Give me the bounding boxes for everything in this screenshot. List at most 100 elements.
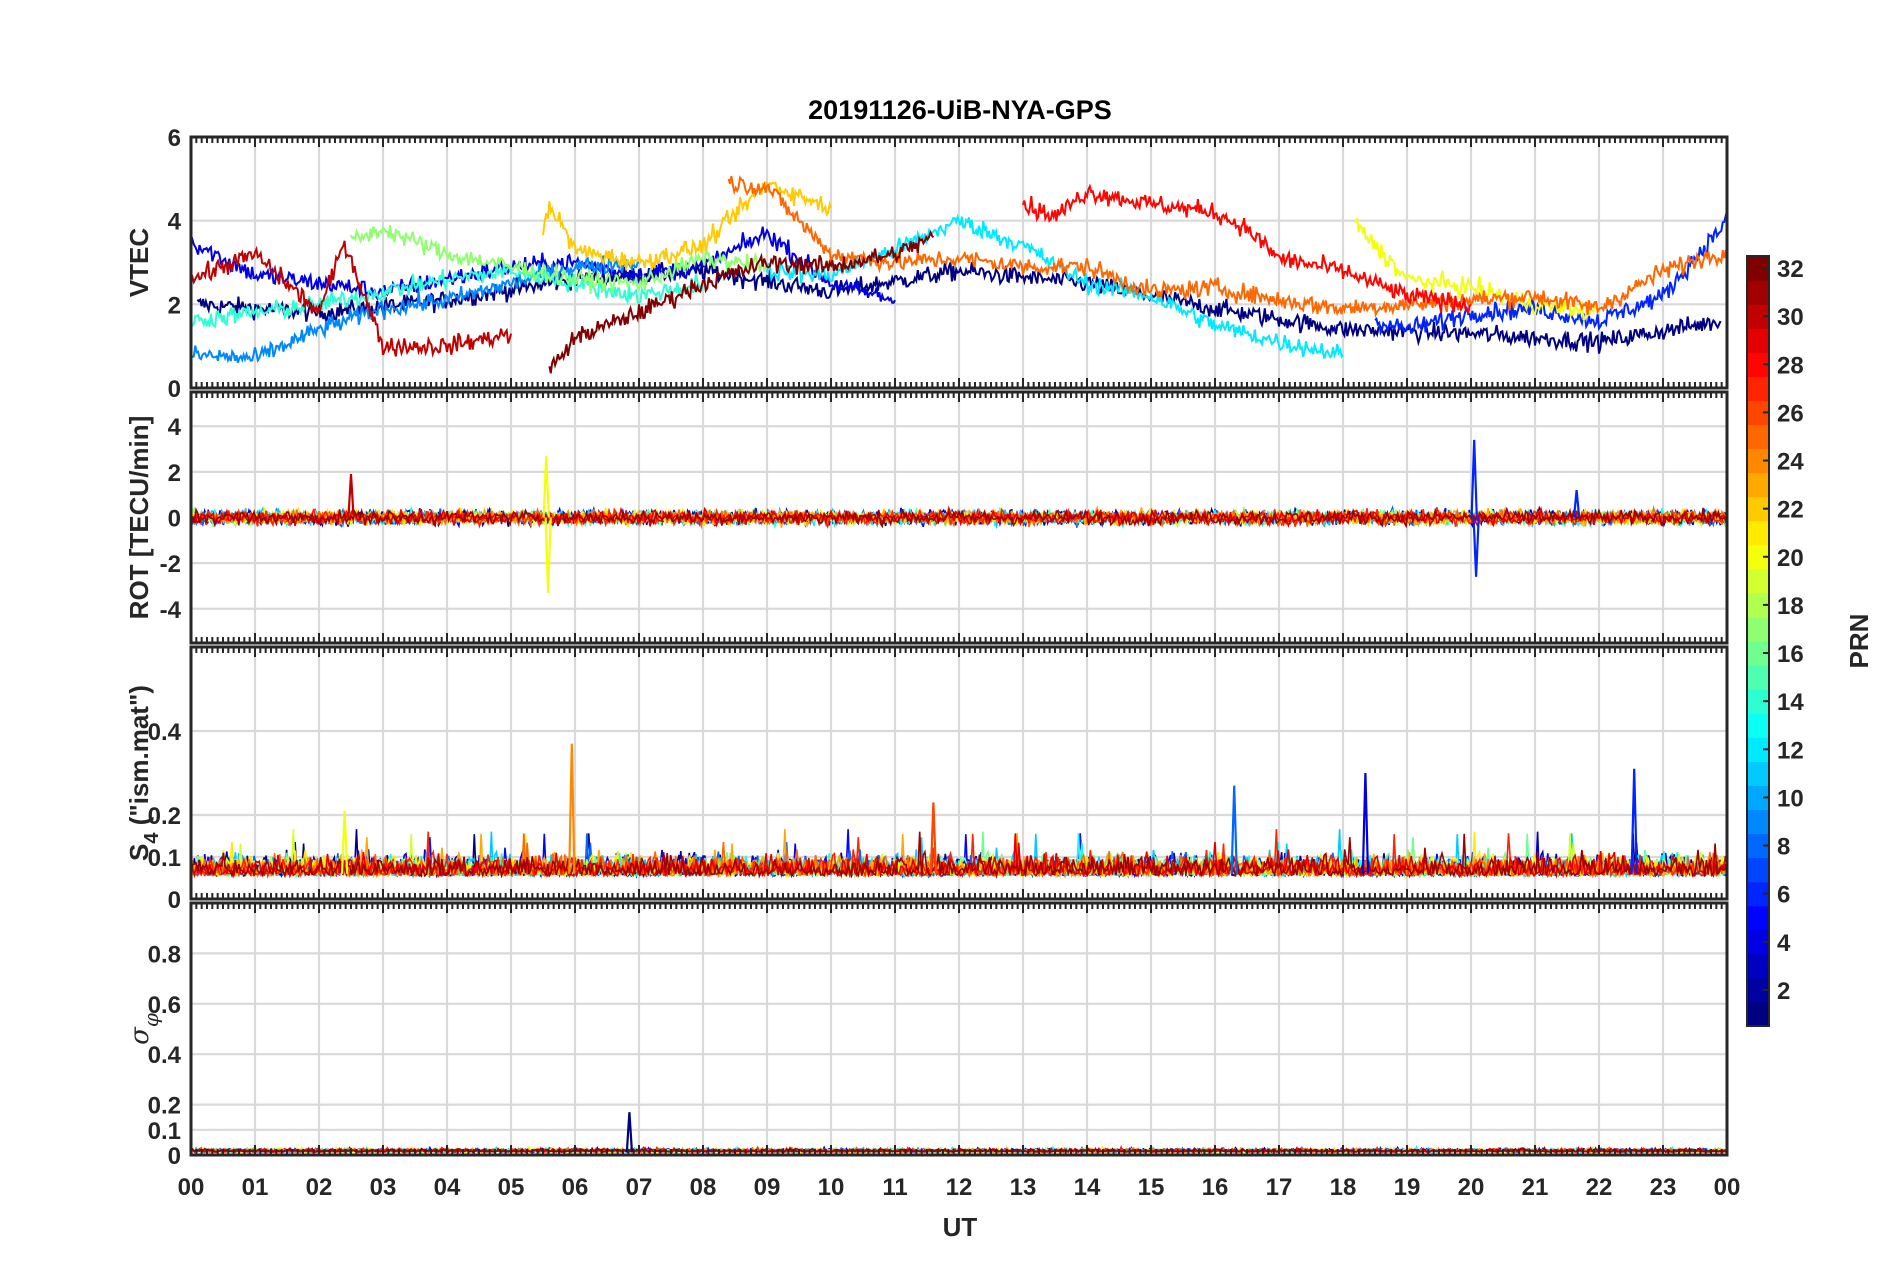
x-tick-labels: 00 01 02 03 04 05 06 07 08 09 10 11 12 13 14 15 16 17 18 19… bbox=[178, 1174, 1741, 1201]
colorbar-tick-label: 2 bbox=[1777, 978, 1790, 1005]
x-tick-label: 18 bbox=[1330, 1174, 1357, 1201]
colorbar-bin bbox=[1747, 665, 1769, 690]
tick-marks bbox=[190, 392, 1728, 643]
x-tick-label: 03 bbox=[370, 1174, 397, 1201]
y-tick-label: 0 bbox=[168, 376, 181, 403]
vtec-series-prn-1 bbox=[196, 262, 1722, 354]
colorbar-bin bbox=[1747, 376, 1769, 401]
colorbar-bin bbox=[1747, 833, 1769, 859]
y-axis-label: VTEC bbox=[124, 228, 154, 298]
s4-spike bbox=[340, 810, 349, 874]
colorbar-bin bbox=[1747, 616, 1769, 642]
y-tick-label: 0.2 bbox=[148, 803, 181, 830]
colorbar-tick-label: 4 bbox=[1777, 930, 1791, 957]
panel-rot: -4 -2 0 2 4 ROT [TECU/min] bbox=[124, 390, 1729, 645]
x-tick-label: 02 bbox=[306, 1174, 333, 1201]
colorbar-bin bbox=[1747, 400, 1769, 426]
x-tick-label: 07 bbox=[626, 1174, 653, 1201]
colorbar-bin bbox=[1747, 472, 1769, 498]
colorbar-tick-label: 12 bbox=[1777, 737, 1804, 764]
colorbar-tick-label: 22 bbox=[1777, 497, 1804, 524]
colorbar-bin bbox=[1747, 929, 1769, 955]
colorbar-bin bbox=[1747, 761, 1769, 786]
x-tick-label: 05 bbox=[498, 1174, 525, 1201]
colorbar-bin bbox=[1747, 256, 1769, 281]
colorbar-bin bbox=[1747, 689, 1769, 714]
y-tick-label: 0.1 bbox=[148, 845, 181, 872]
colorbar-bin bbox=[1747, 809, 1769, 835]
series-group bbox=[191, 743, 1727, 880]
vtec-series-prn-22 bbox=[542, 181, 832, 271]
y-tick-label: 0.4 bbox=[148, 1042, 182, 1069]
y-tick-label: -2 bbox=[160, 551, 181, 578]
colorbar-tick-label: 24 bbox=[1777, 449, 1804, 476]
colorbar-bin bbox=[1747, 496, 1769, 522]
y-tick-label: 0.1 bbox=[148, 1118, 181, 1145]
x-tick-label: 04 bbox=[434, 1174, 461, 1201]
s4-spike bbox=[1630, 768, 1638, 874]
x-tick-label: 08 bbox=[690, 1174, 717, 1201]
vtec-series-prn-30 bbox=[191, 240, 512, 358]
x-tick-label: 23 bbox=[1650, 1174, 1677, 1201]
x-tick-label: 01 bbox=[242, 1174, 269, 1201]
colorbar-bin bbox=[1747, 544, 1769, 570]
y-tick-label: 2 bbox=[168, 460, 181, 487]
colorbar-tick-label: 30 bbox=[1777, 304, 1804, 331]
x-axis-label: UT bbox=[943, 1212, 978, 1242]
x-tick-label: 21 bbox=[1522, 1174, 1549, 1201]
s4-series-prn-25 bbox=[191, 833, 1727, 879]
x-tick-label: 15 bbox=[1138, 1174, 1165, 1201]
vtec-series-prn-17 bbox=[350, 225, 768, 295]
colorbar-tick-label: 26 bbox=[1777, 400, 1804, 427]
colorbar-bin bbox=[1747, 1001, 1769, 1027]
x-tick-label: 10 bbox=[818, 1174, 845, 1201]
colorbar-bin bbox=[1747, 953, 1769, 979]
panel-vtec: 0 2 4 6 VTEC bbox=[124, 125, 1729, 403]
colorbar-bin bbox=[1747, 713, 1769, 738]
s4-series-prn-31 bbox=[191, 831, 1727, 880]
rot-spike bbox=[542, 455, 550, 518]
vtec-series-prn-6 bbox=[1374, 212, 1727, 337]
rot-spike bbox=[544, 517, 552, 593]
colorbar-bin bbox=[1747, 785, 1769, 811]
colorbar-bin bbox=[1747, 857, 1769, 883]
y-axis-label: ROT [TECU/min] bbox=[124, 416, 154, 620]
vtec-series-prn-25 bbox=[727, 175, 1727, 319]
tick-marks bbox=[190, 137, 1728, 388]
sigma_phi-spike bbox=[625, 1112, 634, 1153]
y-axis-label: σφ bbox=[125, 1013, 163, 1045]
colorbar-bin bbox=[1747, 424, 1769, 450]
tick-marks bbox=[190, 647, 1728, 899]
y-tick-label: 4 bbox=[168, 414, 182, 441]
y-tick-label: 0.8 bbox=[148, 941, 181, 968]
colorbar-tick-label: 18 bbox=[1777, 593, 1804, 620]
s4-spike bbox=[568, 743, 576, 874]
vtec-series-prn-9 bbox=[191, 254, 640, 364]
x-tick-label: 09 bbox=[754, 1174, 781, 1201]
rot-series-prn-31 bbox=[191, 506, 1727, 529]
vtec-series-prn-14 bbox=[191, 263, 704, 329]
colorbar-tick-label: 8 bbox=[1777, 834, 1790, 861]
y-tick-label: 0.4 bbox=[148, 719, 182, 746]
colorbar-bin bbox=[1747, 280, 1769, 305]
y-tick-label: 0.2 bbox=[148, 1093, 181, 1120]
x-tick-label: 00 bbox=[1714, 1174, 1741, 1201]
y-tick-label: 2 bbox=[168, 292, 181, 319]
rot-spike bbox=[347, 474, 355, 518]
x-tick-label: 00 bbox=[178, 1174, 205, 1201]
x-tick-label: 12 bbox=[946, 1174, 973, 1201]
y-tick-label: 0 bbox=[168, 1143, 181, 1170]
colorbar-tick-label: 16 bbox=[1777, 641, 1804, 668]
chart-title: 20191126-UiB-NYA-GPS bbox=[808, 95, 1112, 125]
colorbar-bin bbox=[1747, 977, 1769, 1003]
colorbar-bin bbox=[1747, 568, 1769, 594]
series-group bbox=[191, 439, 1727, 593]
colorbar-bin bbox=[1747, 448, 1769, 474]
vtec-series-prn-32 bbox=[548, 229, 935, 374]
vtec-series-prn-4 bbox=[191, 226, 896, 304]
colorbar-tick-label: 14 bbox=[1777, 689, 1804, 716]
x-tick-label: 14 bbox=[1074, 1174, 1101, 1201]
y-tick-label: 6 bbox=[168, 125, 181, 152]
y-tick-label: 4 bbox=[168, 209, 182, 236]
